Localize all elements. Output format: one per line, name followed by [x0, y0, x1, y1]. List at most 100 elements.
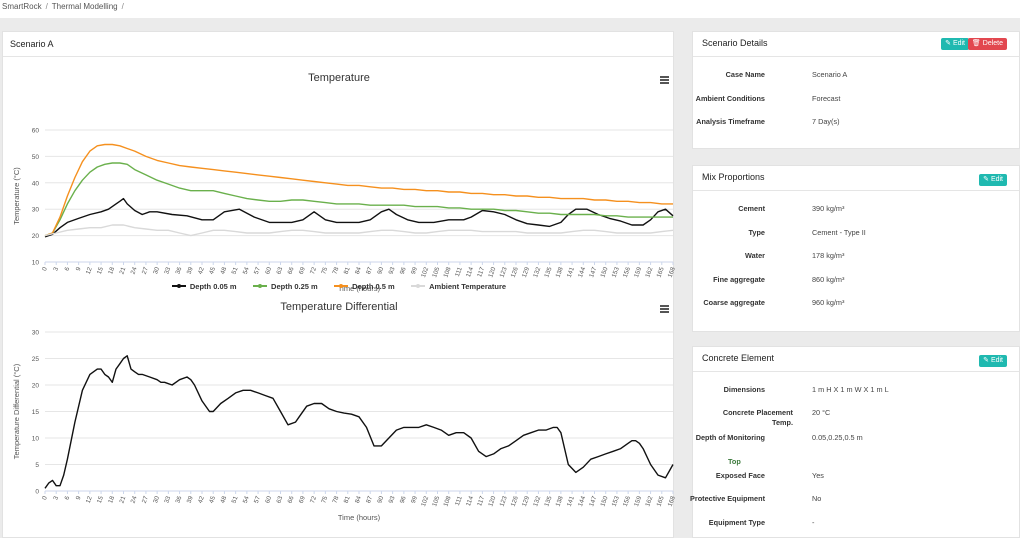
x-tick-label: 78 [331, 266, 340, 275]
x-tick-label: 33 [163, 495, 172, 504]
x-axis-title: Time (hours) [338, 284, 381, 293]
x-tick-label: 81 [343, 495, 352, 504]
x-tick-label: 144 [577, 266, 587, 279]
legend-item-ambient[interactable]: Ambient Temperature [411, 282, 506, 291]
x-tick-label: 168 [667, 266, 675, 279]
x-tick-label: 120 [487, 266, 497, 279]
mix-proportions-title: Mix Proportions [702, 172, 765, 182]
x-tick-label: 78 [331, 495, 340, 504]
x-tick-label: 57 [253, 495, 262, 504]
y-axis-title: Temperature (°C) [12, 167, 21, 225]
chart-menu-icon[interactable] [660, 76, 669, 84]
x-tick-label: 75 [320, 495, 329, 504]
x-tick-label: 72 [309, 266, 318, 275]
x-tick-label: 81 [343, 266, 352, 275]
x-tick-label: 18 [107, 495, 116, 504]
x-tick-label: 111 [454, 495, 464, 507]
x-tick-label: 153 [611, 266, 621, 279]
x-tick-label: 60 [264, 266, 273, 275]
x-tick-label: 141 [566, 266, 576, 279]
x-tick-label: 123 [498, 266, 508, 279]
chart-title: Temperature Differential [280, 301, 398, 313]
x-tick-label: 156 [622, 266, 632, 279]
x-tick-label: 66 [287, 266, 296, 275]
x-tick-label: 90 [376, 266, 385, 275]
x-tick-label: 162 [644, 266, 654, 279]
mix-proportions-card: Mix Proportions ✎ Edit Cement 390 kg/m³ T… [692, 165, 1020, 332]
x-tick-label: 42 [197, 495, 206, 504]
x-tick-label: 15 [96, 266, 105, 275]
x-tick-label: 54 [242, 495, 251, 504]
y-tick-label: 0 [35, 489, 39, 496]
x-tick-label: 48 [219, 495, 228, 504]
x-tick-label: 105 [431, 266, 441, 279]
x-tick-label: 150 [599, 495, 609, 508]
x-tick-label: 3 [52, 266, 60, 272]
temperature-chart: Temperature 10 20 30 40 50 60 0 3 6 9 12 15 18 21 24 27… [3, 58, 675, 293]
x-tick-label: 9 [75, 495, 83, 501]
x-tick-label: 147 [588, 266, 598, 279]
x-tick-label: 87 [365, 266, 374, 275]
legend-item-depth-005[interactable]: Depth 0.05 m [171, 282, 237, 291]
y-axis-title: Temperature Differential (°C) [12, 363, 21, 459]
series-line-0 [44, 197, 674, 238]
legend-item-depth-05[interactable]: Depth 0.5 m [334, 282, 395, 291]
x-tick-label: 135 [543, 495, 553, 508]
scenario-title: Scenario A [3, 32, 673, 57]
chart-legend: Depth 0.05 m Depth 0.25 m Depth 0.5 m Am… [3, 274, 675, 292]
series-line-1 [44, 162, 673, 237]
x-tick-label: 33 [163, 266, 172, 275]
x-tick-label: 129 [521, 495, 531, 508]
x-tick-label: 27 [141, 495, 150, 504]
x-tick-label: 51 [231, 495, 240, 504]
x-tick-label: 105 [431, 495, 441, 508]
x-tick-label: 36 [174, 266, 183, 275]
breadcrumb-item-thermal-modelling[interactable]: Thermal Modelling [51, 2, 118, 11]
x-tick-label: 141 [566, 495, 576, 508]
x-tick-label: 132 [532, 495, 542, 508]
breadcrumb-separator: / [121, 2, 124, 11]
x-tick-label: 129 [521, 266, 531, 279]
x-tick-label: 24 [130, 495, 139, 504]
x-tick-label: 153 [611, 495, 621, 508]
legend-item-depth-025[interactable]: Depth 0.25 m [253, 282, 318, 291]
chart-menu-icon[interactable] [660, 305, 669, 313]
delete-button[interactable]: 🗑 Delete [967, 38, 1007, 50]
scenario-card: Scenario A Temperature 10 20 30 40 50 60 0 3 6 9 1… [2, 31, 675, 538]
x-tick-label: 30 [152, 266, 161, 275]
x-tick-label: 150 [599, 266, 609, 279]
y-tick-label: 30 [32, 330, 40, 337]
x-tick-label: 99 [410, 495, 419, 504]
x-tick-label: 9 [75, 266, 83, 272]
x-tick-label: 15 [96, 495, 105, 504]
y-tick-label: 25 [32, 356, 40, 363]
section-label-top: Top [728, 457, 741, 466]
x-tick-label: 114 [465, 495, 475, 507]
x-tick-label: 117 [476, 266, 486, 278]
edit-button[interactable]: ✎ Edit [979, 355, 1007, 367]
x-tick-label: 96 [399, 495, 408, 504]
x-tick-label: 126 [510, 266, 520, 279]
x-tick-label: 48 [219, 266, 228, 275]
x-tick-label: 45 [208, 266, 217, 275]
x-tick-label: 165 [655, 495, 665, 508]
x-tick-label: 21 [118, 495, 127, 504]
x-tick-label: 51 [231, 266, 240, 275]
x-tick-label: 93 [388, 266, 397, 275]
x-tick-label: 114 [465, 266, 475, 278]
y-tick-label: 10 [32, 260, 40, 267]
edit-button[interactable]: ✎ Edit [979, 174, 1007, 186]
x-tick-label: 69 [298, 495, 307, 504]
x-tick-label: 24 [130, 266, 139, 275]
series-line-0 [44, 355, 674, 489]
breadcrumb-item-smartrock[interactable]: SmartRock [2, 2, 42, 11]
x-tick-label: 36 [174, 495, 183, 504]
x-tick-label: 6 [64, 266, 72, 272]
y-tick-label: 20 [32, 233, 40, 240]
x-axis-title: Time (hours) [338, 513, 381, 522]
x-tick-label: 156 [622, 495, 632, 508]
edit-button[interactable]: ✎ Edit [941, 38, 969, 50]
x-tick-label: 102 [420, 266, 430, 279]
